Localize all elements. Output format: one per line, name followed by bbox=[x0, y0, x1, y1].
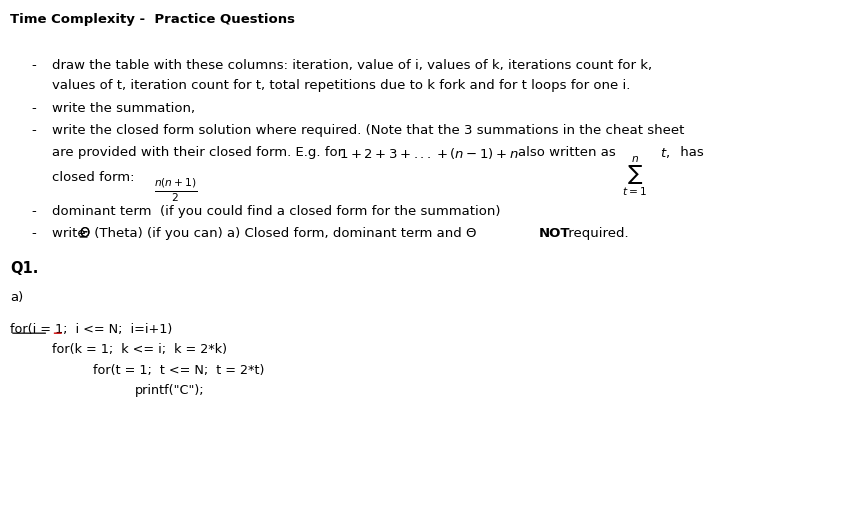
Text: for(i = 1;  i <= N;  i=i+1): for(i = 1; i <= N; i=i+1) bbox=[10, 323, 172, 336]
Text: are provided with their closed form. E.g. for: are provided with their closed form. E.g… bbox=[52, 146, 343, 159]
Text: for(t = 1;  t <= N;  t = 2*t): for(t = 1; t <= N; t = 2*t) bbox=[93, 364, 265, 377]
Text: .: . bbox=[187, 176, 192, 189]
Text: printf("C");: printf("C"); bbox=[135, 384, 204, 397]
Text: a): a) bbox=[10, 291, 23, 304]
Text: Q1.: Q1. bbox=[10, 261, 38, 275]
Text: closed form:: closed form: bbox=[52, 171, 138, 183]
Text: -: - bbox=[31, 205, 36, 218]
Text: has: has bbox=[677, 146, 704, 159]
Text: $1+2+3+...+(n-1)+n$: $1+2+3+...+(n-1)+n$ bbox=[339, 146, 520, 161]
Text: Time Complexity -  Practice Questions: Time Complexity - Practice Questions bbox=[10, 13, 295, 26]
Text: also written as: also written as bbox=[517, 146, 616, 159]
Text: $\sum_{t=1}^{n}$: $\sum_{t=1}^{n}$ bbox=[622, 154, 647, 198]
Text: draw the table with these columns: iteration, value of i, values of k, iteration: draw the table with these columns: itera… bbox=[52, 59, 652, 72]
Text: $\frac{n(n+1)}{2}$: $\frac{n(n+1)}{2}$ bbox=[154, 176, 198, 204]
Text: -: - bbox=[31, 227, 36, 240]
Text: for(k = 1;  k <= i;  k = 2*k): for(k = 1; k <= i; k = 2*k) bbox=[52, 343, 226, 356]
Text: required.: required. bbox=[564, 227, 628, 240]
Text: write: write bbox=[52, 227, 89, 240]
Text: dominant term  (if you could find a closed form for the summation): dominant term (if you could find a close… bbox=[52, 205, 500, 218]
Text: $t,$: $t,$ bbox=[660, 146, 670, 160]
Text: -: - bbox=[31, 124, 36, 136]
Text: NOT: NOT bbox=[538, 227, 570, 240]
Text: (Theta) (if you can) a) Closed form, dominant term and Θ: (Theta) (if you can) a) Closed form, dom… bbox=[90, 227, 481, 240]
Text: -: - bbox=[31, 102, 36, 115]
Text: write the closed form solution where required. (Note that the 3 summations in th: write the closed form solution where req… bbox=[52, 124, 684, 136]
Text: Θ: Θ bbox=[80, 227, 91, 240]
Text: write the summation,: write the summation, bbox=[52, 102, 195, 115]
Text: values of t, iteration count for t, total repetitions due to k fork and for t lo: values of t, iteration count for t, tota… bbox=[52, 79, 630, 92]
Text: -: - bbox=[31, 59, 36, 72]
